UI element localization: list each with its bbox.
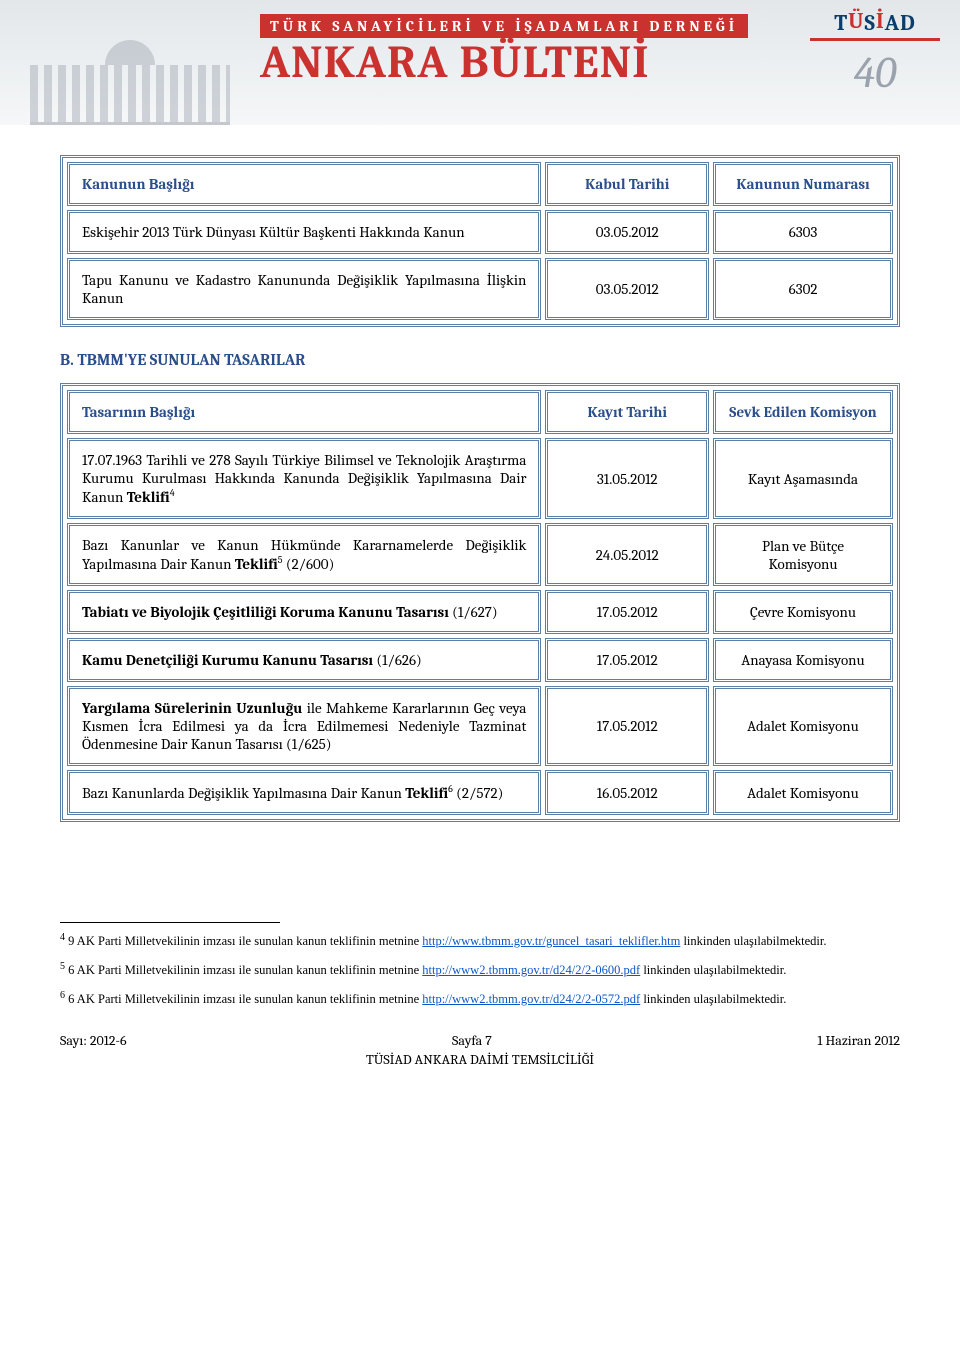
bill-commission: Çevre Komisyonu (713, 590, 893, 634)
bill-date: 31.05.2012 (545, 438, 709, 519)
section-heading-b: B. TBMM'YE SUNULAN TASARILAR (60, 351, 900, 369)
bill-date: 17.05.2012 (545, 638, 709, 682)
page-footer: Sayı: 2012-6 Sayfa 7 1 Haziran 2012 TÜSİ… (0, 1032, 960, 1068)
tusiad-logo-block: TÜSİAD 40 (810, 10, 940, 98)
bill-title-post: (1/626) (373, 651, 422, 669)
table-row: Tapu Kanunu ve Kadastro Kanununda Değişi… (67, 258, 893, 320)
table-row: Yargılama Sürelerinin Uzunluğu ile Mahke… (67, 686, 893, 766)
footnote: 6 6 AK Parti Milletvekilinin imzası ile … (60, 989, 900, 1008)
footnote-separator (60, 922, 280, 923)
bill-title-text: Bazı Kanunlarda Değişiklik Yapılmasına D… (82, 784, 405, 802)
page: TÜRK SANAYİCİLERİ VE İŞADAMLARI DERNEĞİ … (0, 0, 960, 1345)
law-number: 6303 (713, 210, 893, 254)
footnote: 5 6 AK Parti Milletvekilinin imzası ile … (60, 960, 900, 979)
law-number: 6302 (713, 258, 893, 320)
footnote-link[interactable]: http://www2.tbmm.gov.tr/d24/2/2-0572.pdf (422, 992, 640, 1006)
footnote-text: 6 AK Parti Milletvekilinin imzası ile su… (65, 963, 422, 977)
bill-title-bold: Yargılama Sürelerinin Uzunluğu (82, 699, 302, 717)
col-header-title: Kanunun Başlığı (67, 162, 541, 206)
col-header-commission: Sevk Edilen Komisyon (713, 390, 893, 434)
footnote-text-post: linkinden ulaşılabilmektedir. (640, 963, 786, 977)
law-date: 03.05.2012 (545, 258, 709, 320)
footer-row: Sayı: 2012-6 Sayfa 7 1 Haziran 2012 (60, 1032, 900, 1049)
table-row: Bazı Kanunlar ve Kanun Hükmünde Kararnam… (67, 523, 893, 586)
footnote-link[interactable]: http://www.tbmm.gov.tr/guncel_tasari_tek… (422, 934, 680, 948)
bill-title-bold: Teklifi (235, 555, 278, 573)
law-date: 03.05.2012 (545, 210, 709, 254)
logo-underline (810, 38, 940, 41)
footnote: 4 9 AK Parti Milletvekilinin imzası ile … (60, 931, 900, 950)
bill-title-post: (1/627) (449, 603, 498, 621)
laws-table: Kanunun Başlığı Kabul Tarihi Kanunun Num… (60, 155, 900, 327)
footer-organization: TÜSİAD ANKARA DAİMİ TEMSİLCİLİĞİ (60, 1051, 900, 1068)
bill-date: 17.05.2012 (545, 590, 709, 634)
bill-title-bold: Tabiatı ve Biyolojik Çeşitliliği Koruma … (82, 603, 449, 621)
tusiad-logo: TÜSİAD (810, 10, 940, 36)
bill-title-bold: Teklifi (405, 784, 448, 802)
footer-page-number: Sayfa 7 (127, 1032, 818, 1049)
table-header-row: Tasarının Başlığı Kayıt Tarihi Sevk Edil… (67, 390, 893, 434)
bill-commission: Adalet Komisyonu (713, 686, 893, 766)
table-row: Eskişehir 2013 Türk Dünyası Kültür Başke… (67, 210, 893, 254)
header-banner: TÜRK SANAYİCİLERİ VE İŞADAMLARI DERNEĞİ … (0, 0, 960, 125)
footnote-ref: 4 (170, 487, 175, 499)
bill-date: 24.05.2012 (545, 523, 709, 586)
content-area: Kanunun Başlığı Kabul Tarihi Kanunun Num… (0, 125, 960, 1008)
table-header-row: Kanunun Başlığı Kabul Tarihi Kanunun Num… (67, 162, 893, 206)
col-header-title: Tasarının Başlığı (67, 390, 541, 434)
bill-date: 16.05.2012 (545, 770, 709, 815)
bill-date: 17.05.2012 (545, 686, 709, 766)
table-row: Bazı Kanunlarda Değişiklik Yapılmasına D… (67, 770, 893, 815)
bill-title: Bazı Kanunlar ve Kanun Hükmünde Kararnam… (67, 523, 541, 586)
building-illustration (10, 40, 250, 125)
footer-issue: Sayı: 2012-6 (60, 1032, 127, 1049)
bill-title: Bazı Kanunlarda Değişiklik Yapılmasına D… (67, 770, 541, 815)
bill-commission: Adalet Komisyonu (713, 770, 893, 815)
bill-title-post: (2/600) (283, 555, 335, 573)
table-row: Kamu Denetçiliği Kurumu Kanunu Tasarısı … (67, 638, 893, 682)
bill-title: Tabiatı ve Biyolojik Çeşitliliği Koruma … (67, 590, 541, 634)
bill-title: 17.07.1963 Tarihli ve 278 Sayılı Türkiye… (67, 438, 541, 519)
footnote-text-post: linkinden ulaşılabilmektedir. (640, 992, 786, 1006)
footnote-text-post: linkinden ulaşılabilmektedir. (680, 934, 826, 948)
bill-title: Kamu Denetçiliği Kurumu Kanunu Tasarısı … (67, 638, 541, 682)
law-title: Eskişehir 2013 Türk Dünyası Kültür Başke… (67, 210, 541, 254)
banner-title-block: TÜRK SANAYİCİLERİ VE İŞADAMLARI DERNEĞİ … (260, 14, 810, 86)
footnote-text: 6 AK Parti Milletvekilinin imzası ile su… (65, 992, 422, 1006)
bills-table: Tasarının Başlığı Kayıt Tarihi Sevk Edil… (60, 383, 900, 822)
banner-title: ANKARA BÜLTENİ (260, 40, 810, 86)
col-header-date: Kabul Tarihi (545, 162, 709, 206)
bill-title: Yargılama Sürelerinin Uzunluğu ile Mahke… (67, 686, 541, 766)
bill-commission: Plan ve Bütçe Komisyonu (713, 523, 893, 586)
banner-subtitle: TÜRK SANAYİCİLERİ VE İŞADAMLARI DERNEĞİ (260, 14, 748, 38)
bill-title-bold: Kamu Denetçiliği Kurumu Kanunu Tasarısı (82, 651, 373, 669)
footer-date: 1 Haziran 2012 (817, 1032, 900, 1049)
table-row: Tabiatı ve Biyolojik Çeşitliliği Koruma … (67, 590, 893, 634)
table-row: 17.07.1963 Tarihli ve 278 Sayılı Türkiye… (67, 438, 893, 519)
bill-commission: Kayıt Aşamasında (713, 438, 893, 519)
logo-40: 40 (810, 47, 940, 98)
law-title: Tapu Kanunu ve Kadastro Kanununda Değişi… (67, 258, 541, 320)
footnote-text: 9 AK Parti Milletvekilinin imzası ile su… (65, 934, 422, 948)
bill-title-post: (2/572) (453, 784, 503, 802)
col-header-date: Kayıt Tarihi (545, 390, 709, 434)
footnote-link[interactable]: http://www2.tbmm.gov.tr/d24/2/2-0600.pdf (422, 963, 640, 977)
col-header-number: Kanunun Numarası (713, 162, 893, 206)
bill-commission: Anayasa Komisyonu (713, 638, 893, 682)
bill-title-bold: Teklifi (127, 488, 170, 506)
